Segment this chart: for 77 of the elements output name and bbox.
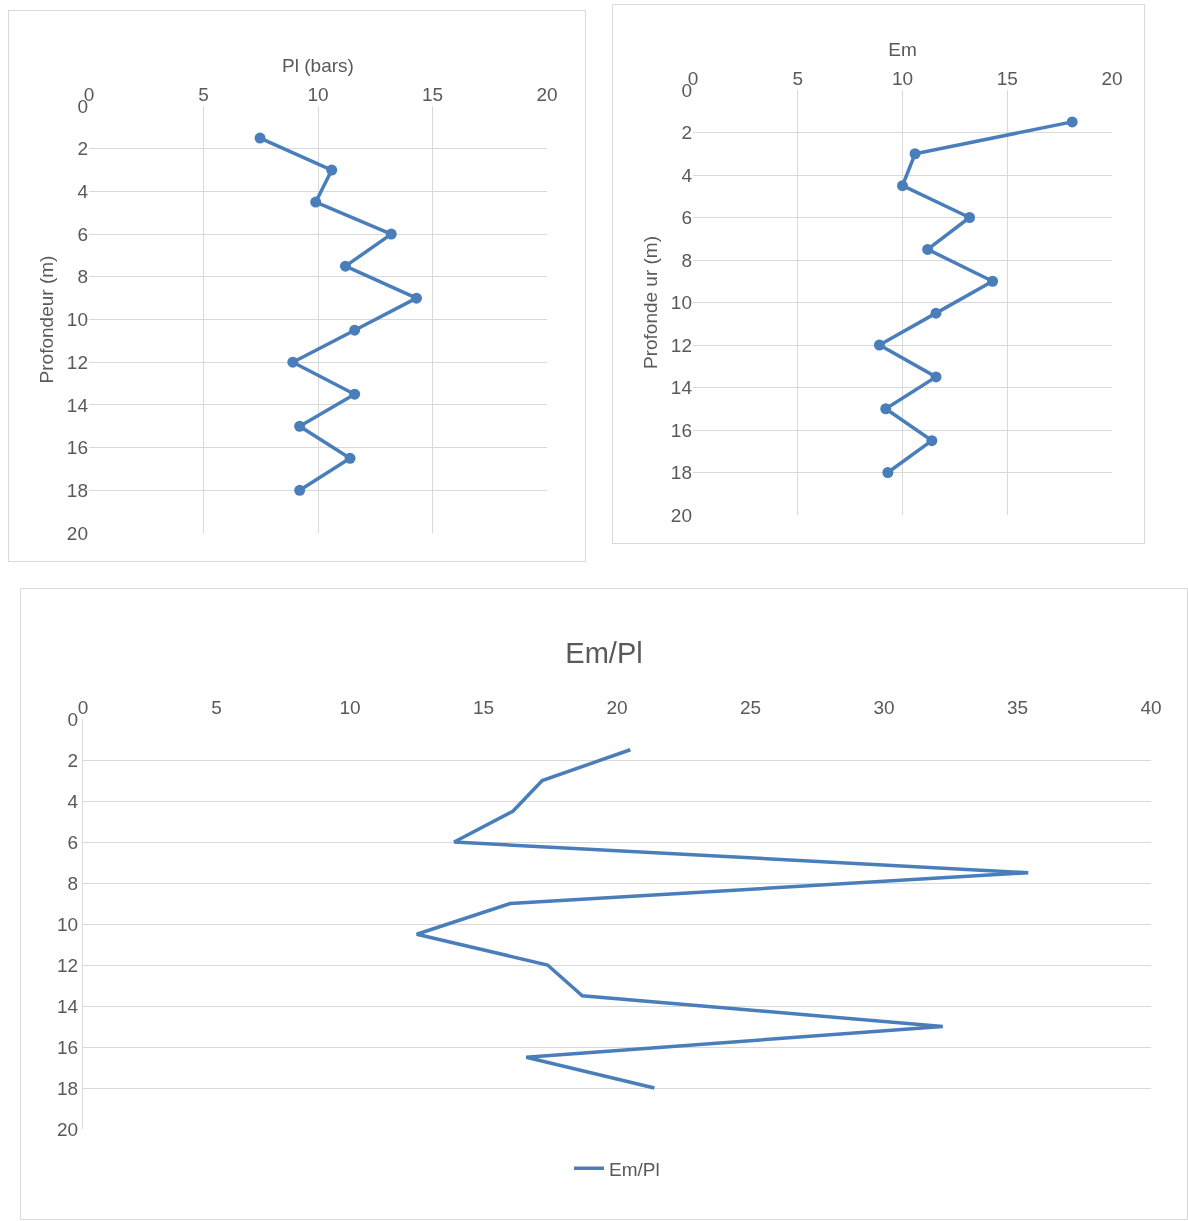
point [349, 324, 361, 336]
y-tick-label: 6 [77, 223, 88, 245]
point [294, 484, 306, 496]
x-tick-label: 5 [211, 697, 222, 719]
x-tick-label: 15 [996, 68, 1018, 90]
x-tick-label: 10 [339, 697, 361, 719]
point [339, 260, 351, 272]
y-tick-label: 10 [670, 292, 692, 314]
point [882, 467, 894, 478]
y-tick-label: 18 [66, 479, 88, 501]
legend-label: Em/Pl [609, 1158, 660, 1180]
x-tick-label: 35 [1006, 697, 1029, 719]
y-tick-label: 12 [670, 334, 692, 356]
point [926, 435, 938, 447]
y-tick-label: 4 [67, 790, 79, 812]
x-axis-title: Pl (bars) [282, 55, 354, 77]
y-tick-label: 14 [57, 995, 79, 1017]
y-axis-title: Profondeur (m) [35, 255, 57, 384]
y-tick-label: 18 [670, 462, 692, 484]
x-tick-label: 20 [536, 84, 558, 106]
y-tick-label: 16 [66, 437, 88, 459]
x-tick-label: 10 [307, 84, 329, 106]
y-tick-label: 12 [66, 351, 88, 373]
y-tick-label: 2 [67, 749, 79, 771]
point [254, 132, 266, 144]
y-tick-label: 8 [681, 249, 692, 271]
y-tick-label: 20 [57, 1118, 79, 1140]
y-tick-label: 14 [66, 394, 89, 416]
x-tick-label: 20 [1101, 68, 1123, 90]
x-tick-label: 15 [472, 697, 495, 719]
y-tick-label: 18 [57, 1077, 79, 1099]
point [909, 148, 921, 160]
point [964, 212, 976, 223]
point [1066, 116, 1078, 128]
point [349, 388, 361, 400]
point [930, 307, 942, 319]
point [310, 196, 322, 208]
y-tick-label: 10 [66, 309, 88, 331]
x-tick-label: 20 [606, 697, 628, 719]
chart-title: Em/Pl [565, 637, 643, 669]
point [385, 228, 397, 240]
y-tick-label: 4 [681, 164, 693, 186]
x-tick-label: 5 [792, 68, 804, 90]
point [294, 420, 306, 432]
y-tick-label: 2 [77, 138, 88, 160]
y-tick-label: 10 [57, 913, 79, 935]
x-tick-label: 40 [1140, 697, 1162, 719]
point [897, 180, 908, 192]
x-tick-label: 5 [198, 84, 209, 106]
x-tick-label: 15 [421, 84, 444, 106]
y-tick-label: 6 [681, 207, 692, 229]
y-tick-label: 16 [57, 1036, 79, 1058]
point [873, 339, 885, 351]
x-tick-label: 30 [873, 697, 895, 719]
y-tick-label: 4 [77, 181, 89, 203]
y-tick-label: 20 [66, 522, 88, 544]
point [987, 275, 999, 287]
y-axis-title: Profonde ur (m) [639, 235, 661, 370]
y-tick-label: 6 [67, 831, 79, 853]
y-tick-label: 2 [681, 122, 692, 144]
point [326, 164, 338, 176]
point [880, 403, 892, 415]
point [410, 292, 422, 304]
point [287, 356, 299, 368]
y-tick-label: 8 [67, 872, 79, 894]
x-tick-label: 25 [739, 697, 762, 719]
line-series [415, 748, 1030, 1090]
y-tick-label: 12 [57, 954, 79, 976]
y-tick-label: 14 [670, 377, 693, 399]
x-axis-title: Em [888, 39, 917, 61]
y-tick-label: 8 [77, 266, 88, 288]
point [930, 371, 942, 383]
y-tick-label: 16 [670, 419, 692, 441]
x-tick-label: 10 [891, 68, 914, 90]
point [344, 452, 356, 464]
point [922, 243, 934, 255]
y-tick-label: 20 [670, 504, 692, 526]
